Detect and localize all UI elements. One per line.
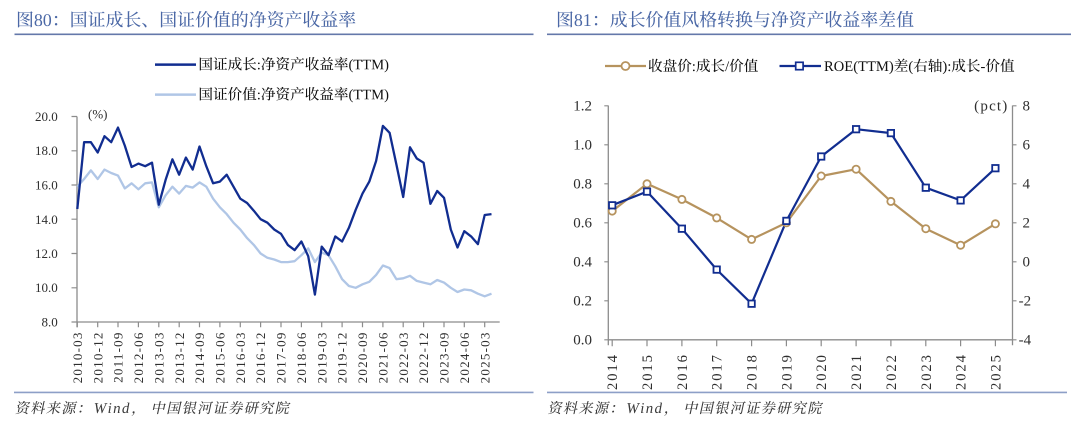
svg-text:2013-12: 2013-12 [172,331,187,383]
svg-text:(%): (%) [88,107,108,122]
svg-text:-2: -2 [1019,294,1032,310]
svg-text:2019-12: 2019-12 [335,331,350,383]
svg-text:0.0: 0.0 [573,333,592,349]
svg-text:2015: 2015 [640,353,656,390]
svg-text:2015-06: 2015-06 [213,331,228,383]
svg-text:14.0: 14.0 [35,212,58,227]
svg-text:2021: 2021 [849,353,865,390]
svg-text:2014-09: 2014-09 [192,331,207,383]
svg-text:2018: 2018 [745,353,761,390]
svg-text:2: 2 [1023,216,1031,232]
svg-text:2010-03: 2010-03 [70,331,85,383]
svg-text:2023: 2023 [919,353,935,390]
svg-text:2020: 2020 [814,353,830,390]
svg-text:-4: -4 [1019,333,1032,349]
svg-text:0.6: 0.6 [573,216,592,232]
svg-text:1.0: 1.0 [573,138,592,154]
svg-text:10.0: 10.0 [35,280,58,295]
svg-text:2018-06: 2018-06 [294,331,309,383]
svg-text:2025-03: 2025-03 [477,331,492,383]
svg-text:6: 6 [1023,138,1031,154]
svg-text:2011-09: 2011-09 [111,331,126,383]
svg-text:12.0: 12.0 [35,246,58,261]
svg-text:2016-03: 2016-03 [233,331,248,383]
svg-text:2017-09: 2017-09 [274,331,289,383]
svg-text:2022-03: 2022-03 [396,331,411,383]
svg-text:1.2: 1.2 [573,99,592,115]
svg-text:2019: 2019 [779,353,795,390]
svg-text:2021-06: 2021-06 [376,331,391,383]
svg-text:2020-09: 2020-09 [355,331,370,383]
svg-text:16.0: 16.0 [35,178,58,193]
svg-text:2024: 2024 [954,353,970,390]
svg-text:2010-12: 2010-12 [90,331,105,383]
svg-text:2023-09: 2023-09 [437,331,452,383]
svg-text:2022: 2022 [884,353,900,390]
svg-text:(pct): (pct) [974,99,1008,115]
svg-text:0.2: 0.2 [573,294,592,310]
svg-text:2022-12: 2022-12 [416,331,431,383]
svg-text:0: 0 [1023,255,1031,271]
svg-text:2013-03: 2013-03 [151,331,166,383]
svg-text:8.0: 8.0 [42,315,58,330]
svg-text:2014: 2014 [605,353,621,390]
svg-text:2016: 2016 [675,353,691,390]
svg-text:4: 4 [1023,177,1031,193]
svg-text:8: 8 [1023,99,1031,115]
svg-text:2017: 2017 [710,353,726,390]
svg-text:2012-06: 2012-06 [131,331,146,383]
svg-text:20.0: 20.0 [35,109,58,124]
svg-text:2019-03: 2019-03 [314,331,329,383]
svg-text:2016-12: 2016-12 [253,331,268,383]
svg-text:2024-06: 2024-06 [457,331,472,383]
svg-text:2025: 2025 [988,353,1004,390]
svg-text:0.8: 0.8 [573,177,592,193]
svg-text:18.0: 18.0 [35,143,58,158]
svg-text:0.4: 0.4 [573,255,592,271]
